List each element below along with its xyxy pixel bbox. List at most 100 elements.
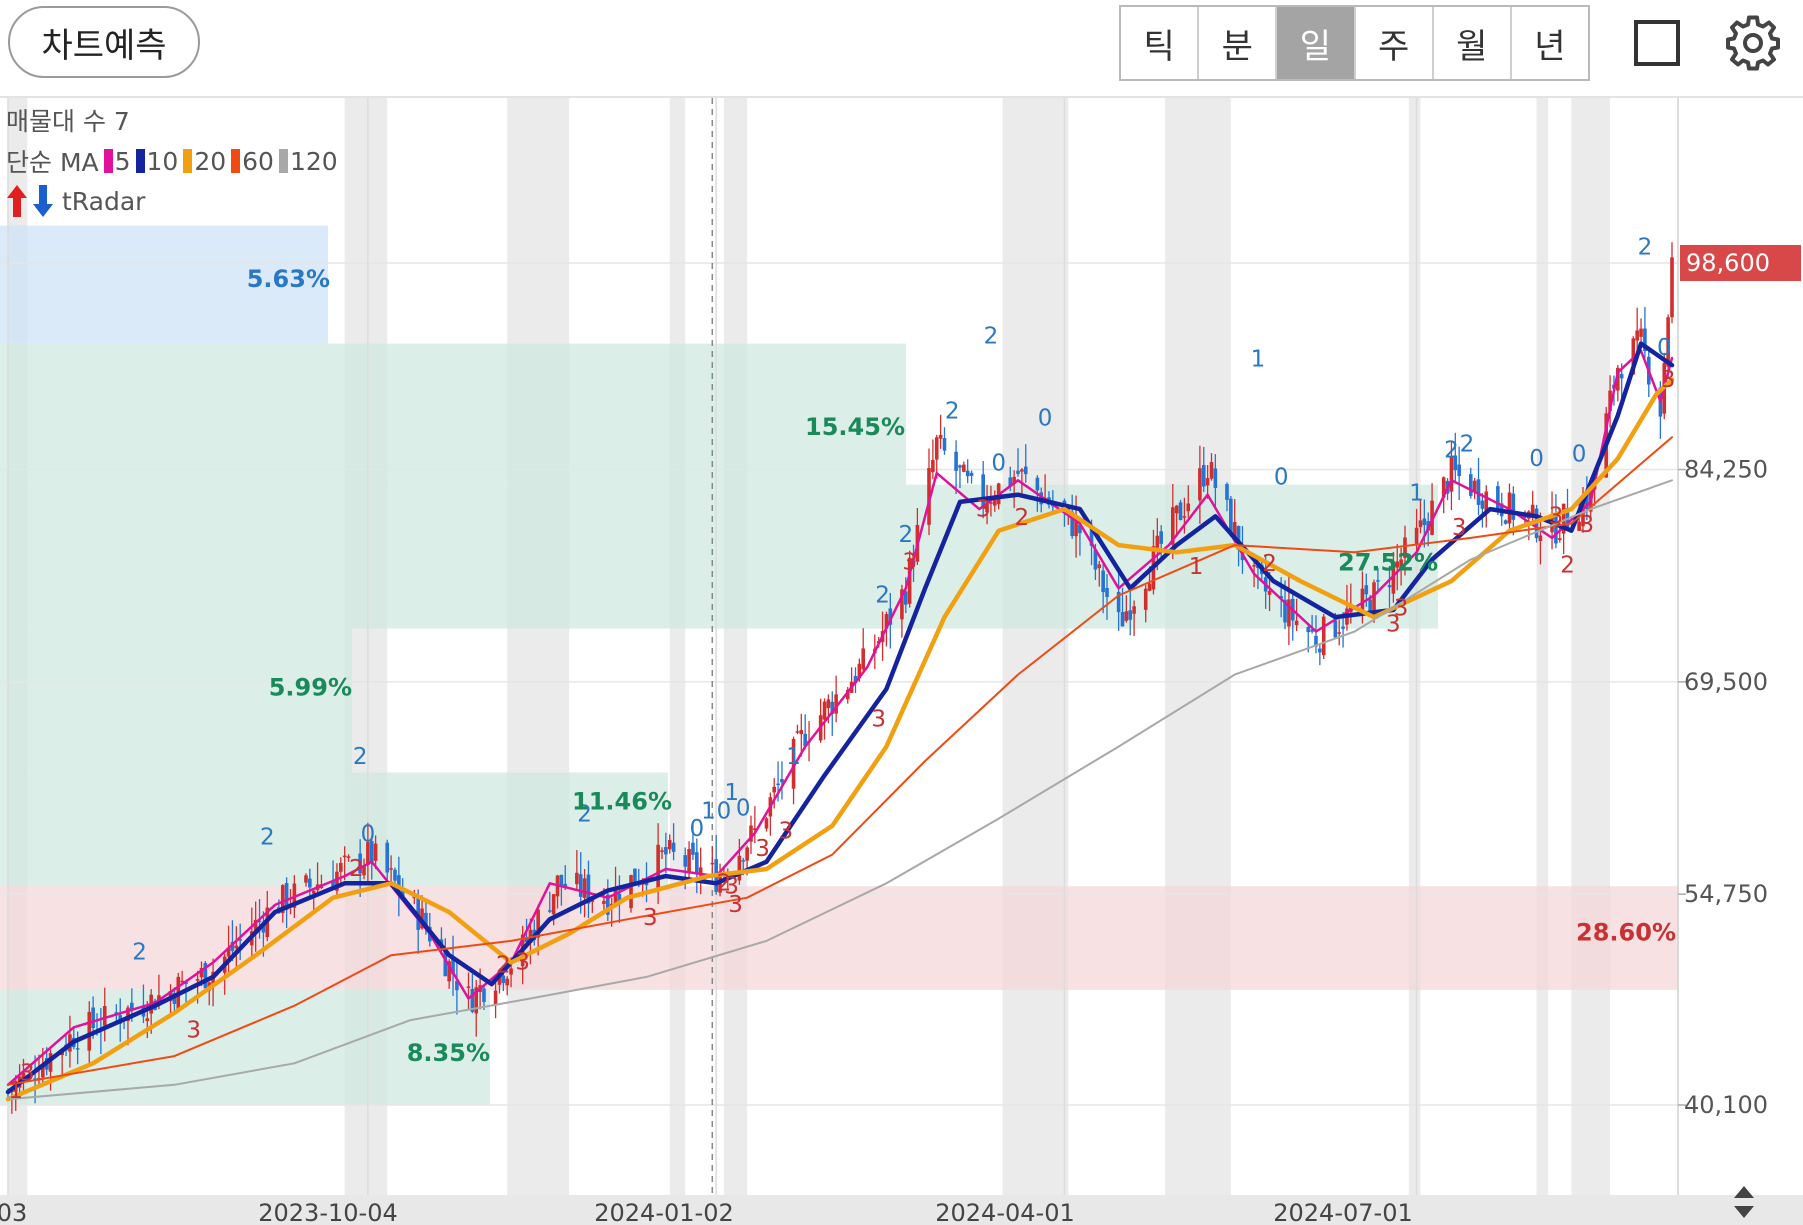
period-minute-button[interactable]: 분 (1199, 7, 1278, 79)
candle-body (1124, 611, 1129, 621)
candle-body (698, 867, 703, 876)
candle-body (311, 890, 316, 894)
signal-marker: 2 (898, 522, 913, 548)
candle-body (826, 699, 831, 709)
candle-body (606, 894, 610, 915)
candle-body (1441, 477, 1446, 498)
signal-marker: 3 (20, 1061, 35, 1087)
shaded-period-8 (1536, 98, 1549, 1195)
candle-body (791, 738, 796, 789)
period-selector: 틱 분 일 주 월 년 (1119, 5, 1590, 81)
candle-body (509, 968, 513, 975)
candle-body (803, 733, 807, 747)
candle-body (1422, 518, 1427, 526)
ma10-label: 10 (146, 146, 179, 176)
candle-body (1457, 464, 1461, 477)
candle-body (547, 910, 552, 912)
candle-body (1283, 599, 1287, 623)
candle-body (578, 874, 583, 897)
candle-body (1074, 518, 1078, 537)
signal-marker: 0 (736, 796, 751, 822)
candle-body (1608, 390, 1612, 411)
ma-prefix: 단순 MA (6, 148, 99, 177)
signal-marker: 0 (1038, 406, 1053, 432)
candle-body (102, 1006, 107, 1026)
candle-body (385, 842, 390, 873)
zone-percent-label: 15.45% (805, 413, 905, 441)
signal-marker: 0 (1572, 442, 1587, 468)
x-tick-label: 2024-04-01 (935, 1199, 1074, 1225)
candle-body (524, 937, 529, 943)
candle-body (1198, 468, 1202, 501)
y-tick-label: 54,750 (1684, 880, 1768, 908)
volume-profile-zone-0 (0, 225, 328, 344)
signal-marker: 1 (1251, 347, 1266, 373)
signal-marker: 3 (724, 873, 739, 899)
x-tick-label: 7-03 (0, 1199, 27, 1225)
fullscreen-icon[interactable] (1622, 8, 1692, 78)
candle-body (226, 947, 231, 957)
candle-body (1538, 535, 1543, 542)
candle-body (1105, 587, 1109, 597)
candle-body (1395, 561, 1400, 568)
gear-icon[interactable] (1718, 8, 1788, 78)
chart-predict-button[interactable]: 차트예측 (8, 6, 200, 78)
candle-body (1314, 635, 1318, 647)
signal-marker: 1 (724, 780, 739, 806)
volume-profile-zone-1 (0, 343, 906, 485)
candle-body (342, 855, 347, 858)
candle-body (1155, 535, 1160, 548)
candle-body (1201, 465, 1206, 487)
candle-body (1279, 596, 1283, 599)
candle-body (1306, 627, 1311, 633)
candle-body (331, 881, 335, 888)
candle-body (1496, 486, 1500, 509)
candle-body (466, 986, 471, 988)
candle-body (1213, 468, 1218, 488)
signal-marker: 3 (902, 550, 917, 576)
ma10-swatch (135, 149, 145, 173)
zone-percent-label: 28.60% (1576, 918, 1676, 946)
candle-body (195, 979, 200, 981)
signal-marker: 3 (976, 496, 991, 522)
ma20-label: 20 (194, 146, 227, 176)
period-year-button[interactable]: 년 (1534, 26, 1566, 67)
ma120-line (7, 479, 1673, 1101)
candle-body (799, 730, 804, 735)
zone-percent-label: 8.35% (407, 1039, 490, 1067)
period-day-button[interactable]: 일 (1277, 7, 1356, 79)
candle-body (586, 874, 591, 904)
period-tick-button[interactable]: 틱 (1121, 7, 1200, 79)
candle-body (667, 840, 672, 850)
ma20-swatch (183, 149, 193, 173)
candle-body (1565, 507, 1570, 528)
down-arrow-icon (33, 185, 53, 217)
period-month-button[interactable]: 월 (1434, 7, 1512, 79)
candle-body (1480, 500, 1485, 509)
candle-body (180, 980, 184, 983)
candle-body (1267, 591, 1272, 595)
candle-body (931, 460, 935, 473)
candle-body (942, 438, 947, 451)
candle-body (1120, 612, 1125, 627)
candle-body (629, 875, 633, 909)
candle-body (1577, 521, 1581, 531)
signal-marker: 0 (689, 816, 704, 842)
candle-body (339, 862, 343, 872)
current-price-label: 98,600 (1686, 249, 1770, 277)
candle-body (389, 868, 393, 870)
scroll-arrows-icon (1734, 1186, 1754, 1218)
x-tick-label: 2023-10-04 (258, 1199, 397, 1225)
candle-body (900, 589, 904, 620)
signal-marker: 3 (871, 706, 886, 732)
candle-body (1368, 599, 1372, 613)
candle-body (1511, 493, 1516, 520)
signal-marker: 2 (577, 801, 592, 827)
candle-body (695, 852, 699, 874)
period-week-button[interactable]: 주 (1356, 7, 1434, 79)
candle-body (687, 848, 691, 874)
candle-body (683, 855, 688, 867)
signal-marker: 1 (1189, 554, 1204, 580)
